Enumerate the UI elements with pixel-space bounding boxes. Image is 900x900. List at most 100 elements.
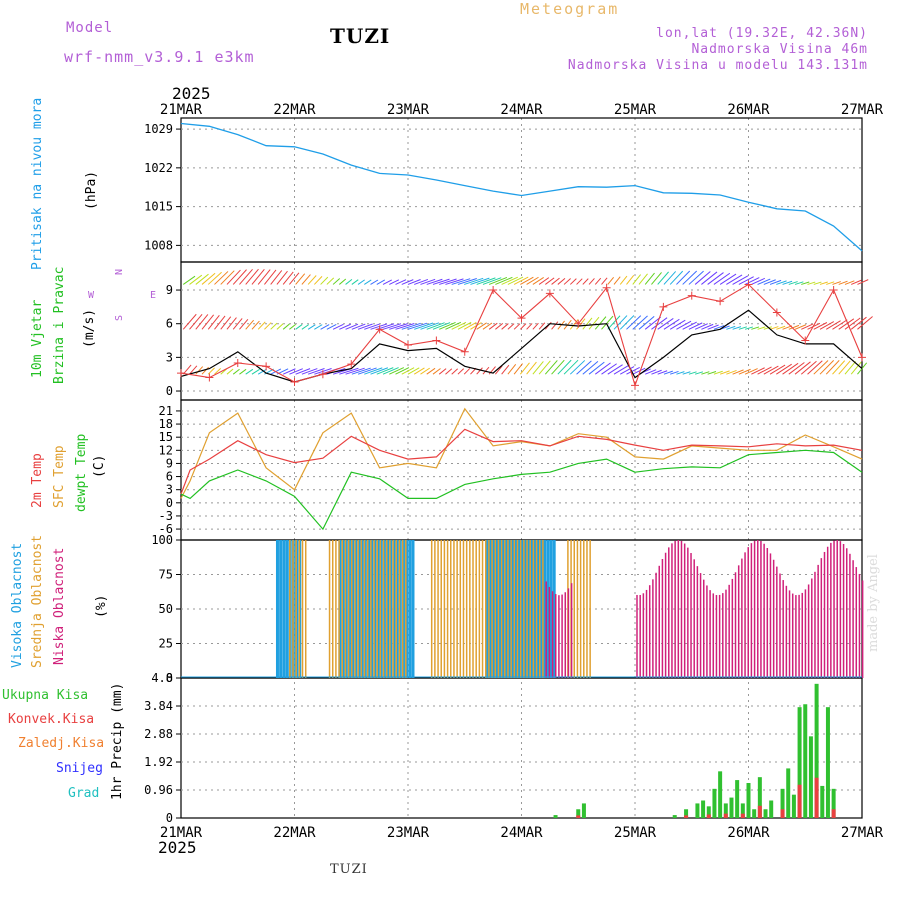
wind-barb [519,362,530,375]
wind-barb [214,315,226,330]
wind-barb [476,322,487,330]
precip-bar [752,809,757,818]
y-tick-label: 25 [159,637,173,651]
wind-barb [569,278,577,285]
gust-marker [574,319,583,328]
wind-barb [226,317,237,330]
gust-marker [687,291,696,300]
conv-precip-bar [684,815,689,818]
wind-barb [307,324,316,330]
wind-barb [295,368,311,375]
wind-barb [457,368,465,375]
wind-barb [251,268,265,285]
wind-barb [819,321,835,330]
wind-barb [713,325,725,330]
wind-barb [626,366,640,375]
wind-barb [850,316,867,330]
wind-barb [694,271,711,285]
y-tick-label: 1.92 [144,755,173,769]
wind-barb [426,278,443,285]
wind-barb [676,371,685,375]
wind-barb [239,319,249,330]
wind-barb [451,321,467,330]
wind-barb [626,274,635,285]
wind-barb [307,368,325,375]
wind-barb [582,278,589,285]
precip-bar [729,797,734,818]
wind-barb [364,367,383,375]
wind-barb [282,271,294,285]
wind-barb [782,362,799,375]
wind-barb [638,273,648,285]
wind-barb [332,323,344,330]
wind-barb [357,279,365,285]
cloud-unit: (%) [94,594,109,618]
wind-barb [544,360,558,375]
gust-marker [716,297,725,306]
wind-barb [713,370,723,375]
wind-barb [407,367,420,375]
wind-barb [620,366,635,375]
wind-barb [657,271,669,285]
wind-barb [719,273,737,285]
wind-barb [370,323,388,330]
wind-barb [801,281,810,285]
wind-barb [438,368,447,375]
wind-barb [645,369,657,375]
wind-barb [432,278,450,285]
y-tick-label: 1015 [144,200,173,214]
x-tick-label-top: 25MAR [614,102,657,118]
wind-barb [364,323,381,330]
y-tick-label: -6 [159,522,173,536]
legend-conv-precip: Konvek.Kisa [8,712,95,727]
precip-bar [723,803,728,818]
x-tick-label-bottom: 27MAR [841,825,884,841]
wind-barb [838,360,851,375]
wind-barb [607,315,621,330]
wind-barb [813,360,829,375]
wind-barb [214,368,221,375]
gust-marker [517,314,526,323]
wind-barb [464,277,484,285]
wind-barb [638,315,655,330]
wind-barb [851,279,862,285]
credit-watermark: made by Angel [866,554,881,652]
low-cloud-ylabel: Niska Oblacnost [52,547,67,665]
wind-barb [389,367,405,375]
wind-barb [232,318,243,330]
wind-barb [832,360,846,375]
wind-barb [513,276,529,285]
wind-barb [632,367,646,375]
wind-barb [201,366,209,375]
wind-barb [289,272,300,285]
legend-total-precip: Ukupna Kisa [2,688,89,703]
wind-unit: (m/s) [82,308,97,348]
precip-bar [701,800,706,818]
wind-barb [769,326,779,330]
conv-precip-bar [780,809,785,818]
conv-precip-bar [797,784,802,818]
wind-barb [189,365,198,375]
y-tick-label: 15 [159,430,173,444]
wind-barb [651,317,668,330]
wind-barb [826,281,835,285]
wind-barb [676,320,692,330]
wind-barb [582,317,593,330]
x-tick-label-bottom: 22MAR [273,825,316,841]
wind-barb [526,323,533,330]
wind-barb [351,323,366,330]
lonlat-label: lon,lat (19.32E, 42.36N) [656,26,868,41]
wind-barb [351,279,359,285]
wind-barb [382,279,393,285]
wind-barb [301,368,318,375]
model-label: Model [66,20,114,36]
model-elevation-label: Nadmorska Visina u modelu 143.131m [567,58,868,73]
wind-barb [551,321,559,330]
gust-marker [404,341,412,350]
precip-bar [814,683,819,818]
wind-barb [832,319,848,330]
wind-barb [289,368,303,375]
wind-barb [357,323,373,330]
wind-barb [738,368,751,375]
wind-barb [707,272,724,285]
